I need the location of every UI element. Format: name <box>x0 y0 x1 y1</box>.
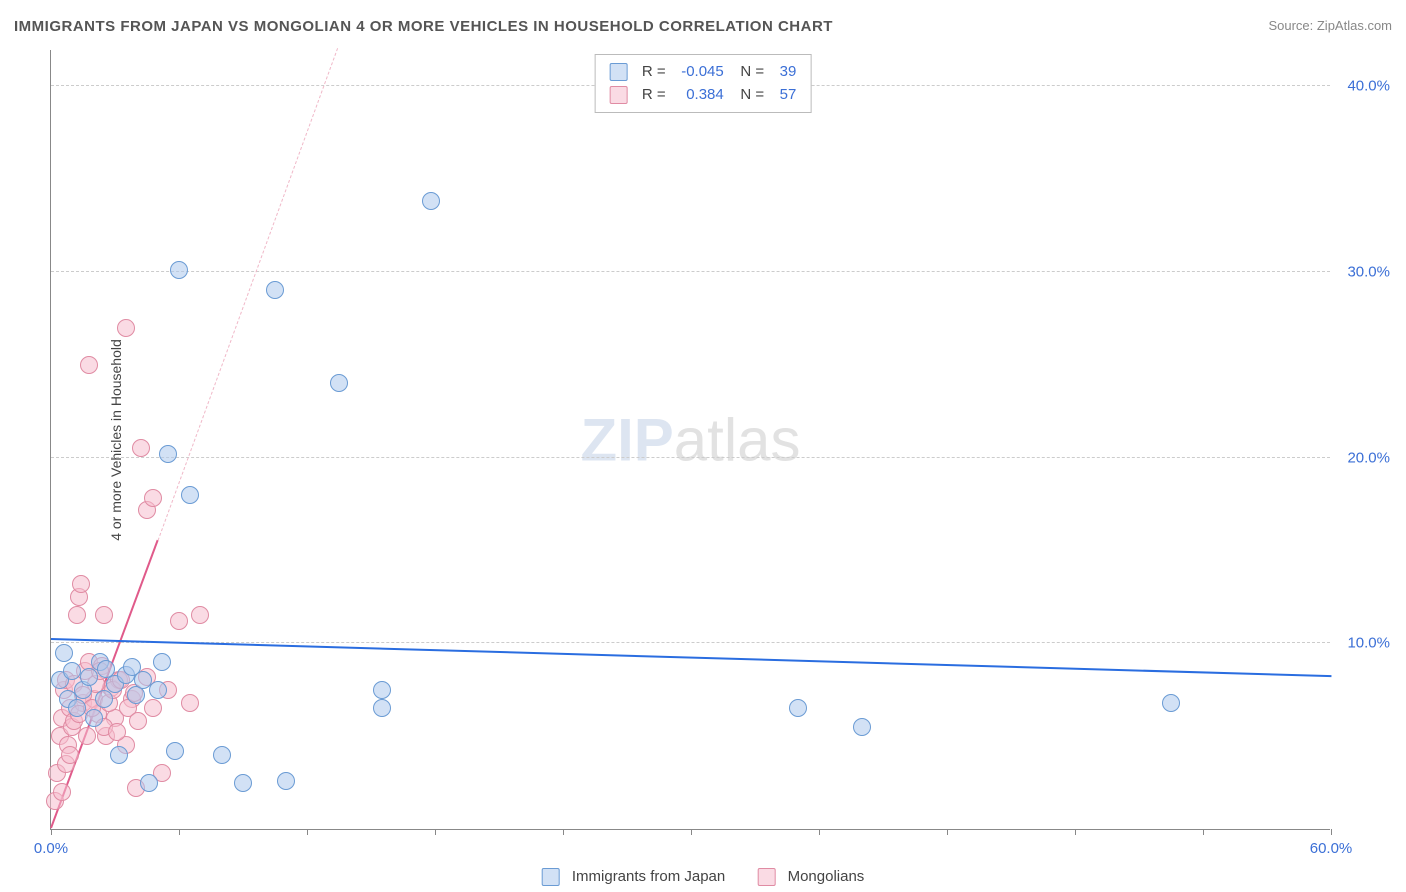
scatter-point <box>373 681 391 699</box>
x-tick-mark <box>307 829 308 835</box>
x-tick-mark <box>179 829 180 835</box>
scatter-point <box>153 653 171 671</box>
x-tick-label: 60.0% <box>1310 840 1353 857</box>
plot-area: ZIPatlas 4 or more Vehicles in Household… <box>50 50 1330 830</box>
legend-label-b: Mongolians <box>788 868 865 885</box>
scatter-point <box>159 445 177 463</box>
scatter-point <box>149 681 167 699</box>
swatch-series-a <box>610 63 628 81</box>
watermark-zip: ZIP <box>580 406 673 473</box>
swatch-series-b <box>610 86 628 104</box>
legend-item-b: Mongolians <box>757 868 864 886</box>
y-tick-label: 40.0% <box>1347 78 1390 95</box>
x-tick-mark <box>691 829 692 835</box>
stats-row-series-b: R = 0.384 N = 57 <box>610 84 797 107</box>
scatter-point <box>144 699 162 717</box>
scatter-point <box>330 374 348 392</box>
source-attribution: Source: ZipAtlas.com <box>1268 18 1392 33</box>
scatter-point <box>68 699 86 717</box>
scatter-point <box>72 575 90 593</box>
watermark-atlas: atlas <box>674 406 801 473</box>
x-tick-label: 0.0% <box>34 840 68 857</box>
legend-swatch-a <box>542 868 560 886</box>
y-tick-label: 20.0% <box>1347 449 1390 466</box>
scatter-point <box>789 699 807 717</box>
scatter-point <box>166 742 184 760</box>
x-tick-mark <box>563 829 564 835</box>
scatter-point <box>68 606 86 624</box>
legend-label-a: Immigrants from Japan <box>572 868 725 885</box>
scatter-point <box>95 690 113 708</box>
scatter-point <box>61 746 79 764</box>
scatter-point <box>181 486 199 504</box>
scatter-point <box>1162 694 1180 712</box>
x-tick-mark <box>1203 829 1204 835</box>
scatter-point <box>140 774 158 792</box>
scatter-point <box>213 746 231 764</box>
trend-line <box>51 638 1331 677</box>
legend-item-a: Immigrants from Japan <box>542 868 726 886</box>
scatter-point <box>117 319 135 337</box>
r-value-b: 0.384 <box>670 84 724 107</box>
n-value-a: 39 <box>768 61 796 84</box>
scatter-point <box>181 694 199 712</box>
scatter-point <box>53 783 71 801</box>
scatter-point <box>80 668 98 686</box>
scatter-point <box>422 192 440 210</box>
scatter-point <box>373 699 391 717</box>
gridline-h <box>51 457 1330 458</box>
x-tick-mark <box>1331 829 1332 835</box>
y-tick-label: 30.0% <box>1347 263 1390 280</box>
watermark: ZIPatlas <box>580 405 800 474</box>
gridline-h <box>51 271 1330 272</box>
scatter-point <box>108 723 126 741</box>
scatter-point <box>234 774 252 792</box>
x-tick-mark <box>435 829 436 835</box>
legend-swatch-b <box>757 868 775 886</box>
scatter-point <box>144 489 162 507</box>
chart-title: IMMIGRANTS FROM JAPAN VS MONGOLIAN 4 OR … <box>14 18 833 35</box>
scatter-point <box>85 709 103 727</box>
scatter-point <box>55 644 73 662</box>
y-axis-label: 4 or more Vehicles in Household <box>108 339 124 541</box>
y-tick-label: 10.0% <box>1347 635 1390 652</box>
scatter-point <box>63 662 81 680</box>
stats-row-series-a: R = -0.045 N = 39 <box>610 61 797 84</box>
scatter-point <box>266 281 284 299</box>
scatter-point <box>170 261 188 279</box>
scatter-point <box>853 718 871 736</box>
scatter-point <box>191 606 209 624</box>
x-tick-mark <box>51 829 52 835</box>
r-value-a: -0.045 <box>670 61 724 84</box>
chart-container: IMMIGRANTS FROM JAPAN VS MONGOLIAN 4 OR … <box>0 0 1406 892</box>
r-label-a: R = <box>642 63 666 80</box>
scatter-point <box>80 356 98 374</box>
r-label-b: R = <box>642 86 666 103</box>
scatter-point <box>129 712 147 730</box>
n-label-b: N = <box>740 86 764 103</box>
scatter-point <box>277 772 295 790</box>
trend-line <box>157 48 338 540</box>
scatter-point <box>170 612 188 630</box>
n-label-a: N = <box>740 63 764 80</box>
n-value-b: 57 <box>768 84 796 107</box>
bottom-legend: Immigrants from Japan Mongolians <box>528 868 879 886</box>
scatter-point <box>95 606 113 624</box>
x-tick-mark <box>947 829 948 835</box>
scatter-point <box>110 746 128 764</box>
scatter-point <box>78 727 96 745</box>
x-tick-mark <box>819 829 820 835</box>
stats-legend-box: R = -0.045 N = 39 R = 0.384 N = 57 <box>595 54 812 113</box>
x-tick-mark <box>1075 829 1076 835</box>
scatter-point <box>132 439 150 457</box>
